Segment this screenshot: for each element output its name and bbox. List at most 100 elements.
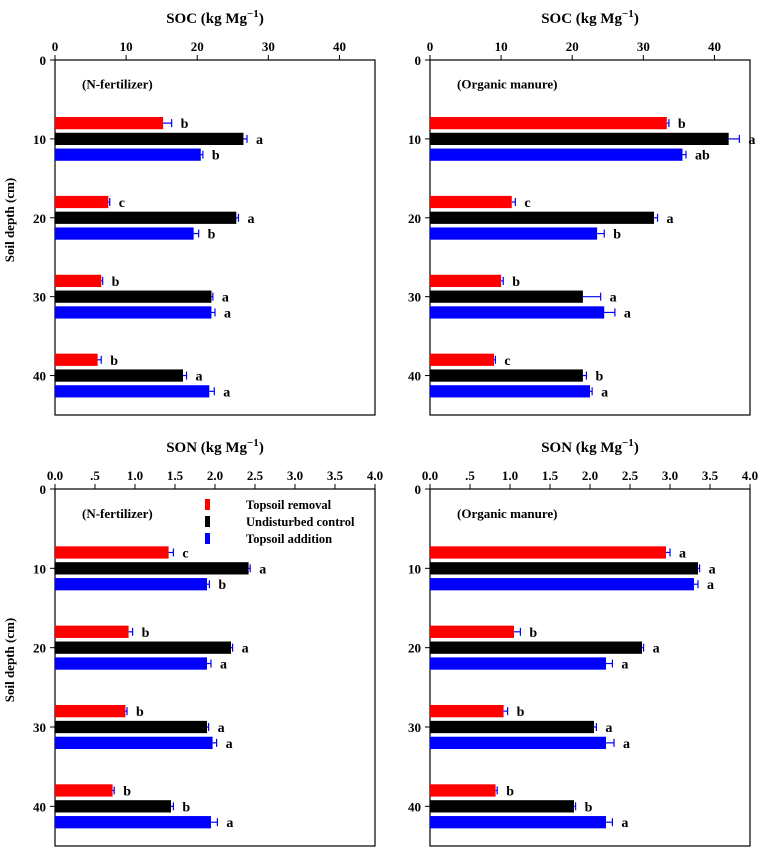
x-tick-label: 1.5 [167, 468, 184, 483]
bar [430, 148, 683, 161]
x-axis-title: SON (kg Mg−1) [166, 437, 264, 456]
x-tick-label: 30 [262, 39, 275, 54]
x-tick-label: 0 [427, 39, 434, 54]
x-tick-label: 10 [495, 39, 508, 54]
panel-label: (N-fertilizer) [82, 77, 153, 92]
x-axis-title: SOC (kg Mg−1) [541, 8, 639, 27]
legend-label: Topsoil removal [246, 498, 332, 512]
significance-letter: b [595, 370, 603, 385]
bar [55, 306, 212, 319]
significance-letter: b [212, 149, 220, 164]
y-tick-label: 40 [33, 369, 46, 384]
bar [430, 211, 654, 224]
significance-letter: b [136, 705, 144, 720]
significance-letter: a [621, 658, 628, 673]
x-axis-title: SON (kg Mg−1) [541, 437, 639, 456]
significance-letter: b [112, 275, 120, 290]
legend-label: Topsoil addition [246, 532, 332, 546]
y-tick-label: 20 [33, 641, 46, 656]
panel-3: SON (kg Mg−1) 0.0 .5 1.0 1.5 2.0 2.5 3.0 3.5 4.0 0… [33, 437, 383, 847]
y-tick-label: 40 [408, 799, 421, 814]
significance-letter: a [259, 562, 266, 577]
x-tick-label: 3.0 [662, 468, 678, 483]
significance-letter: c [524, 196, 530, 211]
y-tick-label: 0 [40, 482, 47, 497]
bar [430, 704, 504, 718]
significance-letter: a [601, 385, 608, 400]
bar [55, 385, 210, 398]
x-tick-label: 40 [333, 39, 346, 54]
y-tick-label: 30 [33, 290, 46, 305]
x-tick-label: 2.5 [247, 468, 264, 483]
bar [55, 800, 171, 813]
y-tick-label: 40 [33, 799, 46, 814]
significance-letter: c [119, 196, 125, 211]
y-tick-label: 30 [408, 720, 421, 735]
bar [430, 290, 583, 303]
significance-letter: c [182, 546, 188, 561]
significance-letter: a [226, 737, 233, 752]
bar [430, 353, 494, 366]
x-tick-label: .5 [465, 468, 475, 483]
bar [430, 116, 667, 130]
significance-letter: a [220, 658, 227, 673]
bar [55, 148, 201, 161]
significance-letter: a [667, 212, 674, 227]
bar [430, 720, 594, 734]
bar [55, 562, 249, 575]
x-tick-label: 3.5 [327, 468, 344, 483]
legend-swatch [205, 533, 210, 544]
significance-letter: a [218, 721, 225, 736]
x-tick-label: 1.0 [502, 468, 518, 483]
bar [430, 578, 694, 591]
x-tick-label: 3.0 [287, 468, 303, 483]
x-tick-label: 0.0 [47, 468, 63, 483]
legend-swatch [205, 516, 210, 527]
significance-letter: a [679, 546, 686, 561]
significance-letter: a [226, 816, 233, 831]
significance-letter: a [707, 578, 714, 593]
significance-letter: a [256, 133, 263, 148]
significance-letter: b [218, 578, 226, 593]
bar [55, 211, 237, 224]
legend-label: Undisturbed control [246, 515, 355, 529]
y-tick-label: 30 [33, 720, 46, 735]
x-tick-label: 2.0 [207, 468, 223, 483]
bar [430, 562, 698, 575]
y-tick-label: 10 [408, 561, 421, 576]
y-tick-label: 0 [415, 53, 422, 68]
x-tick-label: 10 [120, 39, 133, 54]
x-tick-label: 20 [191, 39, 204, 54]
bar [430, 736, 606, 750]
bar [430, 800, 574, 813]
significance-letter: a [624, 306, 631, 321]
significance-letter: b [678, 117, 686, 132]
bar [55, 704, 126, 718]
significance-letter: a [222, 291, 229, 306]
bar [430, 132, 729, 146]
significance-letter: c [504, 354, 510, 369]
bar [430, 195, 512, 209]
significance-letter: b [506, 784, 514, 799]
significance-letter: a [623, 737, 630, 752]
x-tick-label: 2.0 [582, 468, 598, 483]
bar [430, 784, 496, 797]
panel-label: (Organic manure) [457, 77, 558, 92]
legend-swatch [205, 499, 210, 510]
legend: Topsoil removal Undisturbed control Topsoi… [205, 498, 355, 546]
bar [55, 116, 164, 130]
significance-letter: a [242, 642, 249, 657]
bar [55, 641, 231, 654]
x-tick-label: 40 [708, 39, 721, 54]
bar [430, 816, 606, 829]
y-tick-label: 10 [33, 561, 46, 576]
significance-letter: b [110, 354, 118, 369]
bar [55, 353, 98, 366]
svg-text:Soil depth (cm): Soil depth (cm) [2, 178, 17, 263]
bar [55, 227, 194, 240]
significance-letter: a [621, 816, 628, 831]
panel-label: (Organic manure) [457, 506, 558, 521]
y-tick-label: 20 [33, 211, 46, 226]
bar [55, 578, 207, 591]
